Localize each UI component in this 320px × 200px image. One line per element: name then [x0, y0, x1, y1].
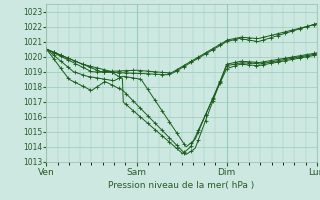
X-axis label: Pression niveau de la mer( hPa ): Pression niveau de la mer( hPa )	[108, 181, 255, 190]
